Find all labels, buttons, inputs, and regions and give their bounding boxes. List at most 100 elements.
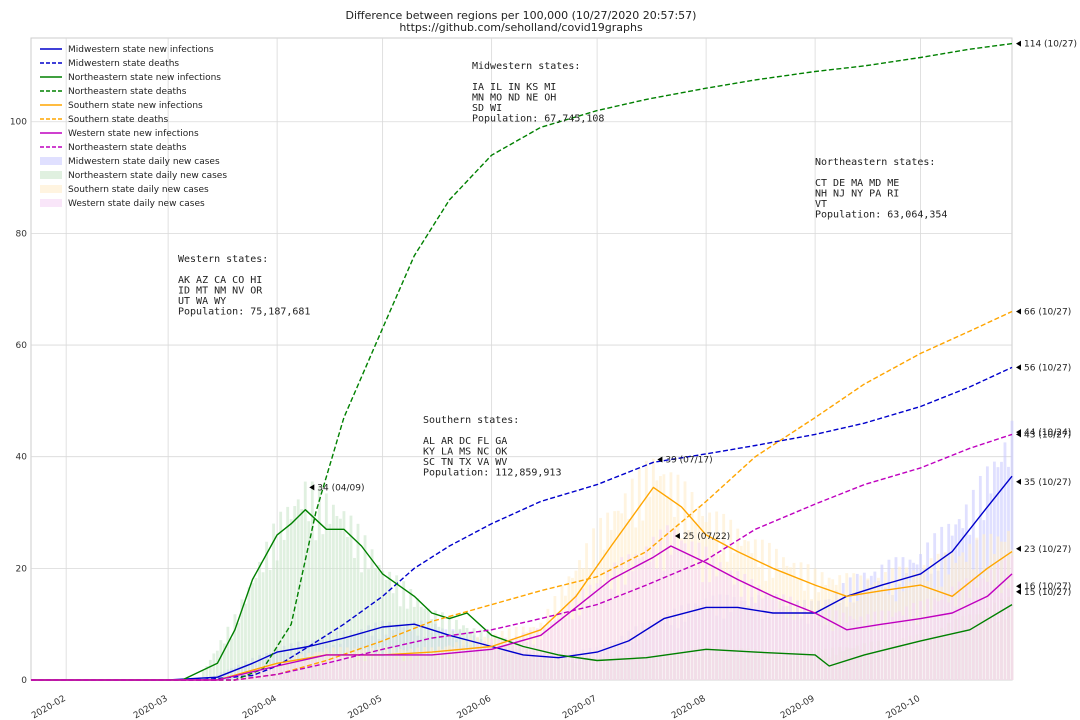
- daily-cases-bar: [884, 623, 887, 680]
- x-tick-label: 2020-08: [670, 694, 708, 720]
- daily-cases-bar: [279, 511, 283, 680]
- daily-cases-bar: [483, 641, 486, 680]
- daily-cases-bar: [360, 572, 363, 680]
- annotation-arrow: [1016, 364, 1021, 371]
- annotation-arrow: [1016, 583, 1021, 590]
- daily-cases-bar: [265, 541, 268, 680]
- daily-cases-bar: [500, 644, 504, 680]
- daily-cases-bar: [205, 666, 209, 680]
- daily-cases-bar: [289, 661, 293, 680]
- daily-cases-bar: [507, 640, 511, 680]
- daily-cases-bar: [254, 577, 258, 680]
- legend-label: Southern state daily new cases: [68, 185, 209, 195]
- daily-cases-bar: [785, 617, 789, 680]
- daily-cases-bar: [388, 657, 392, 680]
- x-tick-label: 2020-07: [561, 694, 599, 720]
- daily-cases-bar: [694, 567, 697, 680]
- daily-cases-bar: [789, 596, 792, 680]
- annotation-label: 114 (10/27): [1024, 40, 1077, 50]
- daily-cases-bar: [465, 647, 469, 680]
- daily-cases-bar: [300, 660, 304, 680]
- daily-cases-bar: [409, 589, 413, 680]
- daily-cases-bar: [433, 657, 437, 680]
- daily-cases-bar: [641, 556, 645, 680]
- daily-cases-bar: [335, 655, 339, 680]
- legend: Midwestern state new infections Midwester…: [40, 45, 227, 209]
- daily-cases-bar: [616, 594, 620, 680]
- daily-cases-bar: [511, 638, 515, 680]
- daily-cases-bar: [873, 611, 877, 680]
- legend-label: Southern state deaths: [68, 115, 168, 125]
- series-line: [31, 509, 1013, 681]
- series-line: [31, 310, 1013, 681]
- daily-cases-bar: [314, 540, 318, 680]
- daily-cases-bar: [423, 608, 427, 680]
- y-tick-label: 60: [16, 341, 28, 351]
- daily-cases-bar: [490, 639, 494, 680]
- daily-cases-bar: [370, 549, 374, 680]
- daily-cases-bar: [377, 657, 381, 680]
- legend-patch-swatch: [40, 157, 62, 165]
- legend-label: Midwestern state daily new cases: [68, 157, 220, 167]
- region-text-line: KY LA MS NC OK: [423, 447, 507, 458]
- daily-cases-bar: [331, 504, 335, 680]
- daily-cases-bar: [469, 647, 472, 680]
- daily-cases-bar: [609, 589, 613, 680]
- x-tick-label: 2020-04: [241, 694, 279, 720]
- daily-cases-bar: [419, 606, 423, 680]
- daily-cases-bar: [687, 553, 690, 680]
- annotation-arrow: [1016, 431, 1021, 438]
- region-text-line: Population: 75,187,681: [178, 307, 310, 318]
- legend-patch-swatch: [40, 185, 62, 193]
- annotation-arrow: [1016, 478, 1021, 485]
- daily-cases-bar: [335, 516, 339, 680]
- daily-cases-bar: [673, 529, 676, 680]
- x-tick-label: 2020-06: [456, 694, 494, 720]
- daily-cases-bar: [251, 582, 254, 680]
- daily-cases-bar: [623, 584, 627, 680]
- daily-cases-bar: [936, 601, 940, 680]
- daily-cases-bar: [817, 618, 821, 680]
- daily-cases-bar: [637, 558, 641, 680]
- daily-cases-bar: [806, 613, 810, 680]
- daily-cases-bar: [996, 562, 1000, 680]
- daily-cases-bar: [767, 595, 771, 680]
- daily-cases-bar: [328, 523, 332, 680]
- daily-cases-bar: [300, 508, 304, 680]
- daily-cases-bar: [852, 619, 856, 680]
- daily-cases-bar: [557, 618, 560, 680]
- daily-cases-bar: [546, 629, 550, 680]
- daily-cases-bar: [240, 599, 244, 680]
- grid: [30, 37, 1013, 681]
- daily-cases-bar: [736, 571, 740, 680]
- daily-cases-bar: [585, 603, 588, 680]
- daily-cases-bar: [718, 562, 722, 680]
- legend-label: Northeastern state new infections: [68, 73, 221, 83]
- annotation-arrow: [674, 533, 680, 539]
- daily-cases-bar: [905, 606, 908, 680]
- daily-cases-bar: [599, 579, 603, 680]
- daily-cases-bar: [412, 606, 416, 680]
- daily-cases-bar: [212, 653, 216, 680]
- annotation-label: 35 (10/27): [1024, 478, 1071, 488]
- daily-cases-bar: [426, 608, 430, 680]
- daily-cases-bar: [493, 649, 497, 680]
- daily-cases-bar: [792, 619, 796, 680]
- daily-cases-bar: [384, 579, 388, 680]
- daily-cases-bar: [602, 585, 606, 680]
- daily-cases-bar: [426, 656, 430, 680]
- daily-cases-bar: [409, 660, 413, 680]
- daily-cases-bar: [876, 577, 880, 680]
- daily-cases-bar: [486, 650, 490, 680]
- daily-cases-bar: [377, 565, 381, 680]
- daily-cases-bar: [782, 594, 785, 680]
- series-line: [31, 433, 1013, 681]
- x-tick-label: 2020-09: [779, 694, 817, 720]
- daily-cases-bar: [476, 643, 479, 680]
- daily-cases-bar: [310, 481, 314, 680]
- daily-cases-bar: [405, 608, 409, 680]
- daily-cases-bar: [1010, 556, 1014, 680]
- daily-cases-bar: [261, 572, 265, 680]
- daily-cases-bar: [588, 584, 592, 680]
- daily-cases-bar: [532, 644, 536, 680]
